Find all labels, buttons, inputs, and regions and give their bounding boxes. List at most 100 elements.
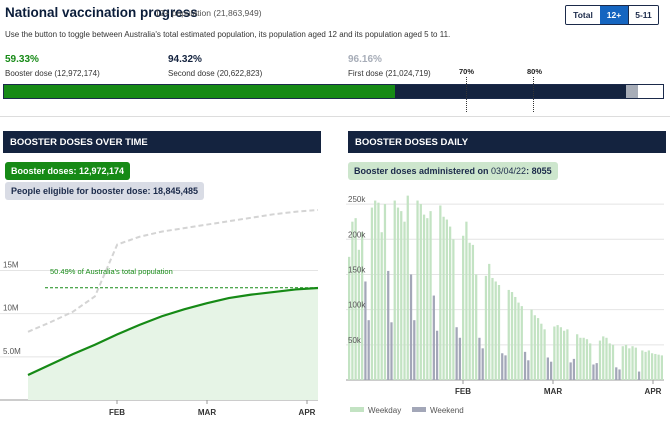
y-tick-label: 150k	[348, 265, 366, 274]
toggle-total-button[interactable]: Total	[566, 6, 600, 24]
weekend-bar	[478, 337, 481, 380]
weekday-bar	[657, 354, 660, 380]
weekend-bar	[637, 371, 641, 380]
weekend-bar	[367, 320, 370, 380]
weekday-bar	[507, 289, 510, 380]
weekday-bar	[650, 353, 654, 380]
weekday-bar	[488, 263, 491, 380]
population-toggle: Total 12+ 5-11	[565, 5, 659, 25]
weekday-bar	[628, 348, 631, 380]
weekday-bar	[406, 195, 409, 380]
weekday-bar	[559, 327, 563, 380]
booster-line	[27, 286, 319, 376]
x-tick-label: APR	[299, 408, 316, 417]
marker-80-label: 80%	[527, 67, 543, 76]
weekday-bar	[563, 330, 566, 380]
weekday-bar	[536, 318, 540, 380]
weekday-bar	[647, 350, 650, 380]
second-dose-label: Second dose (20,622,823)	[168, 69, 263, 78]
pill-date: 03/04/22	[491, 166, 527, 176]
y-tick-label: 200k	[348, 230, 366, 239]
weekday-legend-swatch	[350, 407, 364, 412]
weekday-bar	[396, 207, 400, 380]
weekday-bar	[624, 344, 628, 380]
y-tick-label: 50k	[348, 336, 362, 345]
weekday-bar	[602, 336, 605, 380]
weekday-bar	[400, 211, 403, 380]
weekend-bar	[387, 270, 390, 380]
weekend-legend-label: Weekend	[430, 406, 464, 415]
weekday-bar	[370, 207, 374, 380]
booster-area	[28, 287, 318, 400]
weekday-bar	[351, 221, 354, 380]
weekday-bar	[484, 275, 488, 380]
weekday-bar	[579, 337, 582, 380]
weekday-bar	[553, 326, 556, 380]
booster-doses-pill: Booster doses: 12,972,174	[5, 162, 131, 180]
weekday-bar	[605, 337, 608, 380]
weekday-bar	[361, 232, 364, 380]
weekend-bar	[364, 281, 367, 380]
toggle-12plus-button[interactable]: 12+	[600, 6, 628, 24]
weekday-bar	[576, 334, 579, 380]
weekday-bar	[566, 329, 569, 380]
weekday-bar	[497, 285, 501, 380]
weekend-bar	[504, 355, 507, 380]
weekday-bar	[452, 239, 455, 380]
weekend-bar	[660, 355, 663, 380]
weekend-bar	[615, 367, 618, 380]
weekend-bar	[481, 348, 484, 380]
weekday-bar	[377, 202, 380, 380]
y-tick-label: 15M	[3, 260, 19, 269]
weekend-bar	[390, 322, 393, 380]
weekend-bar	[455, 327, 458, 380]
weekend-bar	[641, 350, 644, 380]
weekend-bar	[595, 363, 598, 380]
weekday-legend-label: Weekday	[368, 406, 401, 415]
weekday-bar	[465, 221, 468, 380]
weekend-bar	[432, 295, 435, 380]
weekend-bar	[523, 351, 527, 380]
weekend-bar	[413, 320, 416, 380]
weekday-bar	[439, 205, 442, 380]
y-tick-label: 250k	[348, 195, 366, 204]
x-tick-label: APR	[645, 387, 662, 396]
booster-label: Booster dose (12,972,174)	[5, 69, 100, 78]
weekday-bar	[543, 329, 546, 380]
weekday-bar	[608, 343, 611, 380]
weekend-bar	[546, 357, 549, 380]
reference-label: 50.49% of Australia's total population	[50, 267, 173, 276]
weekend-bar	[409, 274, 413, 380]
y-tick-label: 5.0M	[3, 347, 21, 356]
toggle-5-11-button[interactable]: 5-11	[628, 6, 658, 24]
weekday-bar	[589, 343, 592, 380]
chart-legend: Weekday Weekend	[350, 406, 464, 415]
weekday-bar	[514, 296, 517, 380]
weekday-bar	[374, 200, 377, 380]
weekday-bar	[354, 218, 357, 380]
weekday-bar	[462, 235, 465, 380]
pill-prefix: Booster doses administered on	[354, 166, 492, 176]
weekday-bar	[429, 211, 432, 380]
description-text: Use the button to toggle between Austral…	[5, 30, 451, 39]
weekday-bar	[422, 214, 426, 380]
weekday-bar	[533, 315, 536, 380]
pill-value: : 8055	[526, 166, 552, 176]
weekday-bar	[442, 216, 445, 380]
booster-segment	[4, 85, 395, 98]
first-dose-stat: 96.16% First dose (21,024,719)	[348, 54, 431, 78]
weekday-bar	[380, 232, 383, 380]
weekday-bar	[582, 337, 585, 380]
weekday-bar	[419, 204, 422, 380]
booster-over-time-chart: 50.49% of Australia's total population 5…	[0, 209, 319, 417]
population-subtitle: 12+ population (21,863,949)	[155, 8, 262, 18]
weekday-bar	[475, 274, 478, 380]
weekday-bar	[491, 277, 494, 380]
weekday-bar	[357, 249, 361, 380]
weekday-bar	[426, 218, 429, 380]
y-tick-label: 10M	[3, 304, 19, 313]
booster-stat: 59.33% Booster dose (12,972,174)	[5, 54, 100, 78]
second-dose-pct: 94.32%	[168, 54, 202, 65]
second-dose-stat: 94.32% Second dose (20,622,823)	[168, 54, 262, 78]
weekday-bar	[556, 325, 559, 380]
